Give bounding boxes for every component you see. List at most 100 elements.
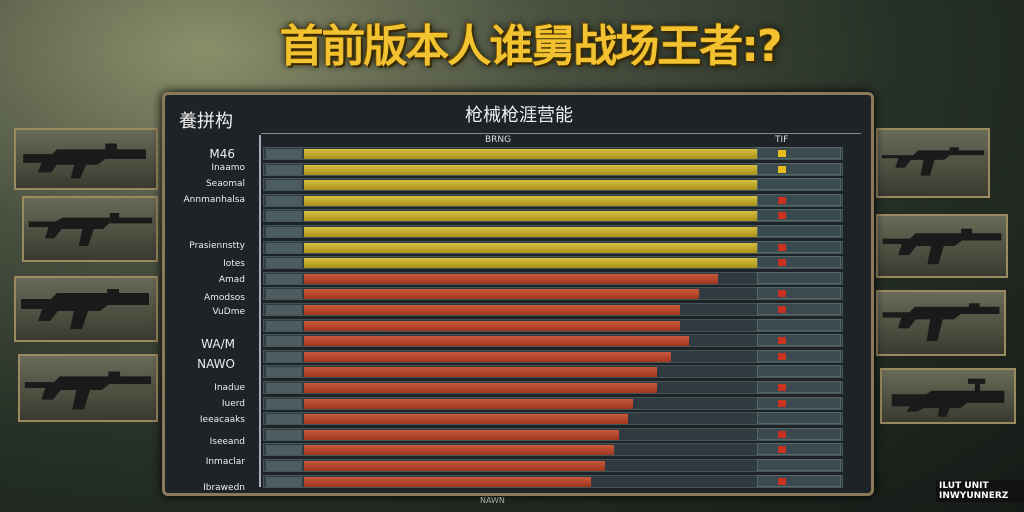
table-row [263, 162, 843, 176]
stat-cell [757, 147, 841, 159]
table-row [263, 334, 843, 348]
stat-cell [757, 225, 841, 237]
marker-icon [778, 337, 786, 345]
row-tag [266, 461, 302, 471]
marker-icon [778, 430, 786, 438]
weapon-name: Iotes [223, 259, 245, 269]
stat-bar [304, 336, 690, 347]
table-row [263, 427, 843, 441]
weapon-name: WA/M [201, 337, 235, 351]
table-row [263, 381, 843, 394]
weapon-stats-panel: 養拼构 枪械枪涯营能 BRNG TIF M46 Inaamo Seaomal Annm… [162, 92, 874, 496]
rifle-icon [882, 303, 1000, 341]
footer-text: NAWN [480, 496, 505, 505]
table-row [263, 396, 843, 410]
stat-bar [304, 476, 591, 487]
stat-cell [757, 459, 841, 471]
stat-bar [304, 211, 774, 222]
column-label: BRNG [485, 135, 512, 145]
logo: ILUT UNIT INWYUNNERZ [936, 480, 1024, 502]
marker-icon [778, 352, 786, 360]
table-row [263, 240, 843, 254]
stat-cell [757, 396, 841, 409]
table-row [263, 443, 843, 457]
rifle-image [14, 276, 158, 342]
stat-bar [304, 227, 774, 237]
row-tag [266, 149, 302, 159]
marker-icon [778, 384, 786, 391]
stat-cell [757, 256, 841, 269]
marker-icon [778, 446, 786, 454]
stat-bar [304, 429, 619, 440]
row-tag [266, 227, 302, 237]
rifle-icon [23, 143, 146, 179]
table-row [263, 147, 843, 160]
stat-cell [757, 287, 841, 300]
marker-icon [778, 196, 786, 204]
table-row [263, 303, 843, 316]
row-tag [266, 414, 302, 425]
stat-cell [757, 209, 841, 222]
table-row [263, 209, 843, 223]
stat-cell [757, 162, 841, 175]
stat-bar [304, 383, 657, 393]
table-row [263, 318, 843, 332]
rifle-icon [24, 371, 152, 410]
rifle-icon [891, 378, 1005, 417]
stat-bar [304, 180, 765, 191]
weapon-name: Inmaclar [205, 457, 245, 467]
table-row [263, 225, 843, 238]
stat-bar [304, 351, 671, 362]
weapon-name: VuDme [212, 307, 245, 317]
weapon-name: Annmanhalsa [183, 195, 245, 205]
weapon-name: Amad [218, 275, 245, 285]
weapon-name: Iseeand [209, 437, 245, 447]
page-title: 首前版本人谁舅战场王者:? [279, 21, 782, 72]
rifle-image [880, 368, 1016, 424]
table-row [263, 412, 843, 426]
stat-cell [757, 365, 841, 378]
marker-icon [778, 259, 786, 267]
table-row [263, 459, 843, 472]
stat-cell [757, 443, 841, 456]
row-tag [266, 273, 302, 284]
stat-bar [304, 398, 633, 409]
panel-title: 枪械枪涯营能 [465, 105, 573, 126]
row-tag [266, 305, 302, 315]
table-row [263, 256, 843, 270]
rifle-image [876, 128, 990, 198]
stat-bar [304, 195, 770, 206]
stat-cell [757, 240, 841, 253]
row-tag [266, 398, 302, 409]
stat-cell [757, 412, 841, 425]
table-row [263, 287, 843, 301]
table-row [263, 349, 843, 363]
column-label: TIF [775, 135, 789, 145]
row-tag [266, 445, 302, 456]
marker-icon [778, 306, 786, 313]
weapon-name: M46 [209, 147, 235, 161]
row-tag [266, 367, 302, 378]
marker-icon [778, 290, 786, 298]
panel-label: 養拼构 [179, 111, 233, 132]
row-tag [266, 195, 302, 206]
weapon-name: Inadue [214, 383, 245, 393]
stat-cell [757, 474, 841, 487]
marker-icon [778, 243, 786, 251]
stat-bar [304, 414, 629, 425]
table-row [263, 365, 843, 379]
stat-cell [757, 318, 841, 331]
stat-bar [304, 445, 615, 456]
weapon-name: Seaomal [205, 179, 245, 189]
stat-bar [304, 367, 657, 378]
marker-icon [778, 150, 786, 157]
table-row [263, 271, 843, 285]
rifle-icon [21, 289, 149, 329]
row-tag [266, 211, 302, 222]
stat-cell [757, 303, 841, 315]
rifle-icon [882, 228, 1002, 265]
marker-icon [778, 212, 786, 220]
rifle-icon [881, 147, 985, 176]
marker-icon [778, 165, 786, 173]
stat-bar [304, 149, 774, 159]
